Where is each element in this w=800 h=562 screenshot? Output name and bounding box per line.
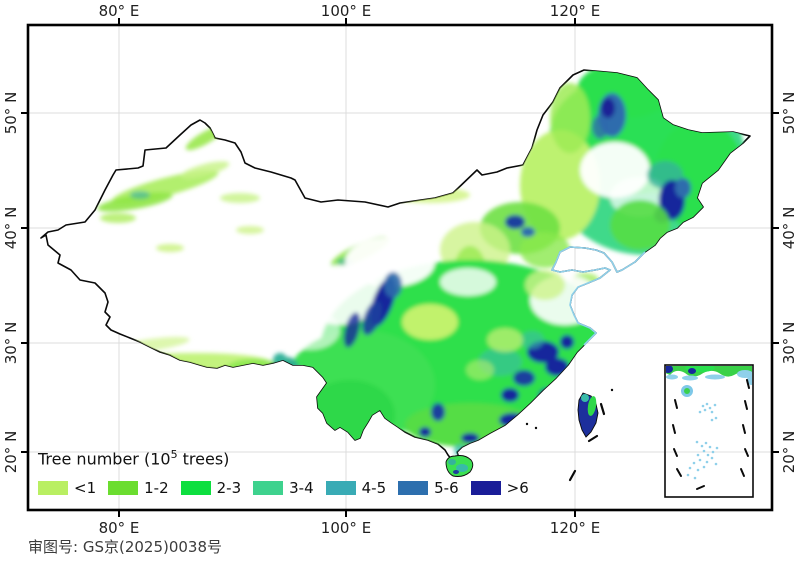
axis-label-right-50n: 50° N <box>780 91 798 135</box>
legend-label-5-6: 5-6 <box>434 479 459 498</box>
small-islands <box>525 388 614 430</box>
axis-label-right-20n: 20° N <box>780 430 798 474</box>
axis-label-bottom-100e: 100° E <box>320 519 372 537</box>
axis-label-left-50n: 50° N <box>2 91 20 135</box>
legend-item-lt1: <1 <box>38 479 96 497</box>
axis-label-top-100e: 100° E <box>320 2 372 20</box>
nine-dash-line-main <box>568 402 606 482</box>
axis-label-left-40n: 40° N <box>2 206 20 250</box>
axis-label-right-30n: 30° N <box>780 321 798 365</box>
sea-coastline <box>550 246 646 346</box>
legend-items: <1 1-2 2-3 3-4 4-5 5-6 <box>38 479 529 497</box>
legend: Tree number (105 trees) <1 1-2 2-3 3-4 4… <box>38 448 529 497</box>
axis-label-bottom-80e: 80° E <box>98 519 140 537</box>
map-frame <box>21 18 779 517</box>
legend-item-gt6: >6 <box>470 479 529 498</box>
legend-swatch-2-3 <box>180 481 211 496</box>
legend-swatch-4-5 <box>325 481 356 496</box>
legend-label-3-4: 3-4 <box>289 479 314 498</box>
legend-swatch-lt1 <box>38 481 68 496</box>
map-approval-number: 审图号: GS京(2025)0038号 <box>28 538 223 556</box>
legend-swatch-gt6 <box>470 481 501 496</box>
island-dots <box>686 402 719 480</box>
taiwan-island <box>577 392 599 438</box>
south-china-sea-inset <box>664 364 754 498</box>
axis-label-top-80e: 80° E <box>98 2 140 20</box>
axis-label-bottom-120e: 120° E <box>549 519 601 537</box>
axis-label-left-30n: 30° N <box>2 321 20 365</box>
legend-title: Tree number (105 trees) <box>38 448 230 469</box>
legend-label-1-2: 1-2 <box>144 479 169 498</box>
legend-item-1-2: 1-2 <box>108 479 169 497</box>
legend-label-4-5: 4-5 <box>361 479 387 498</box>
hainan-island <box>445 455 474 477</box>
legend-item-5-6: 5-6 <box>398 479 459 497</box>
legend-item-2-3: 2-3 <box>180 479 242 498</box>
legend-swatch-3-4 <box>253 481 284 496</box>
axis-label-left-20n: 20° N <box>2 430 20 474</box>
legend-item-3-4: 3-4 <box>253 479 314 497</box>
axis-label-top-120e: 120° E <box>549 2 601 20</box>
legend-label-gt6: >6 <box>506 479 529 498</box>
legend-label-lt1: <1 <box>74 479 97 498</box>
legend-swatch-5-6 <box>398 481 429 496</box>
nine-dash-line-inset <box>672 379 750 490</box>
axis-label-right-40n: 40° N <box>780 206 798 250</box>
legend-item-4-5: 4-5 <box>325 479 387 498</box>
legend-swatch-1-2 <box>108 481 139 496</box>
legend-label-2-3: 2-3 <box>216 479 242 498</box>
